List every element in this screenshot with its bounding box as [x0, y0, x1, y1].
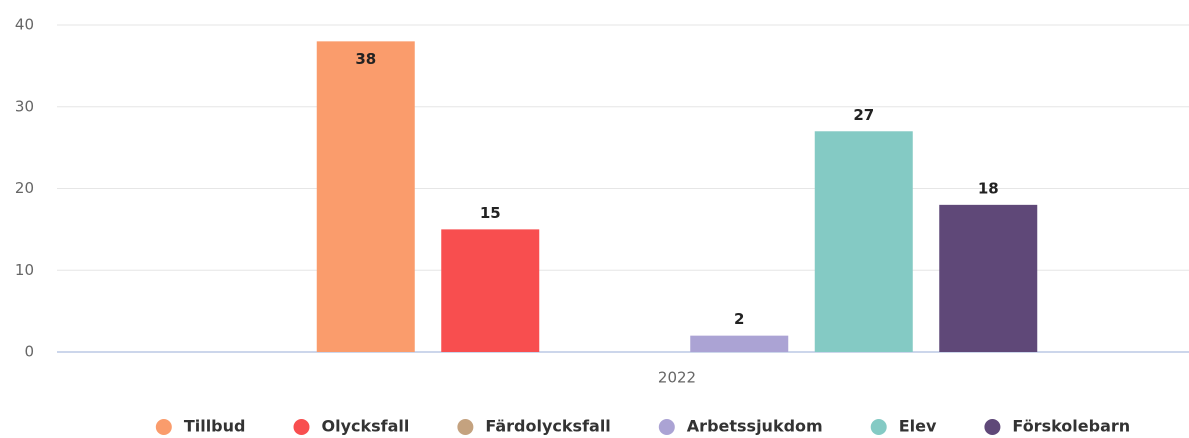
y-tick-label: 0: [24, 343, 34, 361]
y-tick-label: 10: [15, 261, 34, 279]
bar: [814, 131, 913, 352]
legend-label: Förskolebarn: [1012, 417, 1130, 436]
bar: [939, 204, 1038, 352]
legend-marker: [457, 419, 474, 435]
data-label: 27: [853, 106, 874, 124]
bar: [316, 41, 415, 352]
legend-label: Arbetssjukdom: [687, 417, 823, 436]
y-tick-label: 20: [15, 179, 34, 197]
data-label: 2: [734, 310, 744, 328]
legend-marker: [155, 419, 172, 435]
bar: [690, 335, 789, 352]
legend-marker: [293, 419, 310, 435]
data-label: 38: [355, 50, 376, 68]
y-tick-label: 30: [15, 97, 34, 115]
legend-label: Elev: [899, 417, 937, 436]
legend-marker: [658, 419, 675, 435]
data-label: 18: [978, 179, 999, 197]
legend-label: Färdolycksfall: [485, 417, 610, 436]
y-tick-label: 40: [15, 16, 34, 34]
legend-marker: [870, 419, 887, 435]
bar: [441, 229, 540, 352]
data-label: 15: [480, 204, 501, 222]
legend-label: Olycksfall: [321, 417, 409, 436]
legend-label: Tillbud: [184, 417, 246, 436]
x-tick-label: 2022: [658, 369, 696, 387]
legend-marker: [984, 419, 1001, 435]
